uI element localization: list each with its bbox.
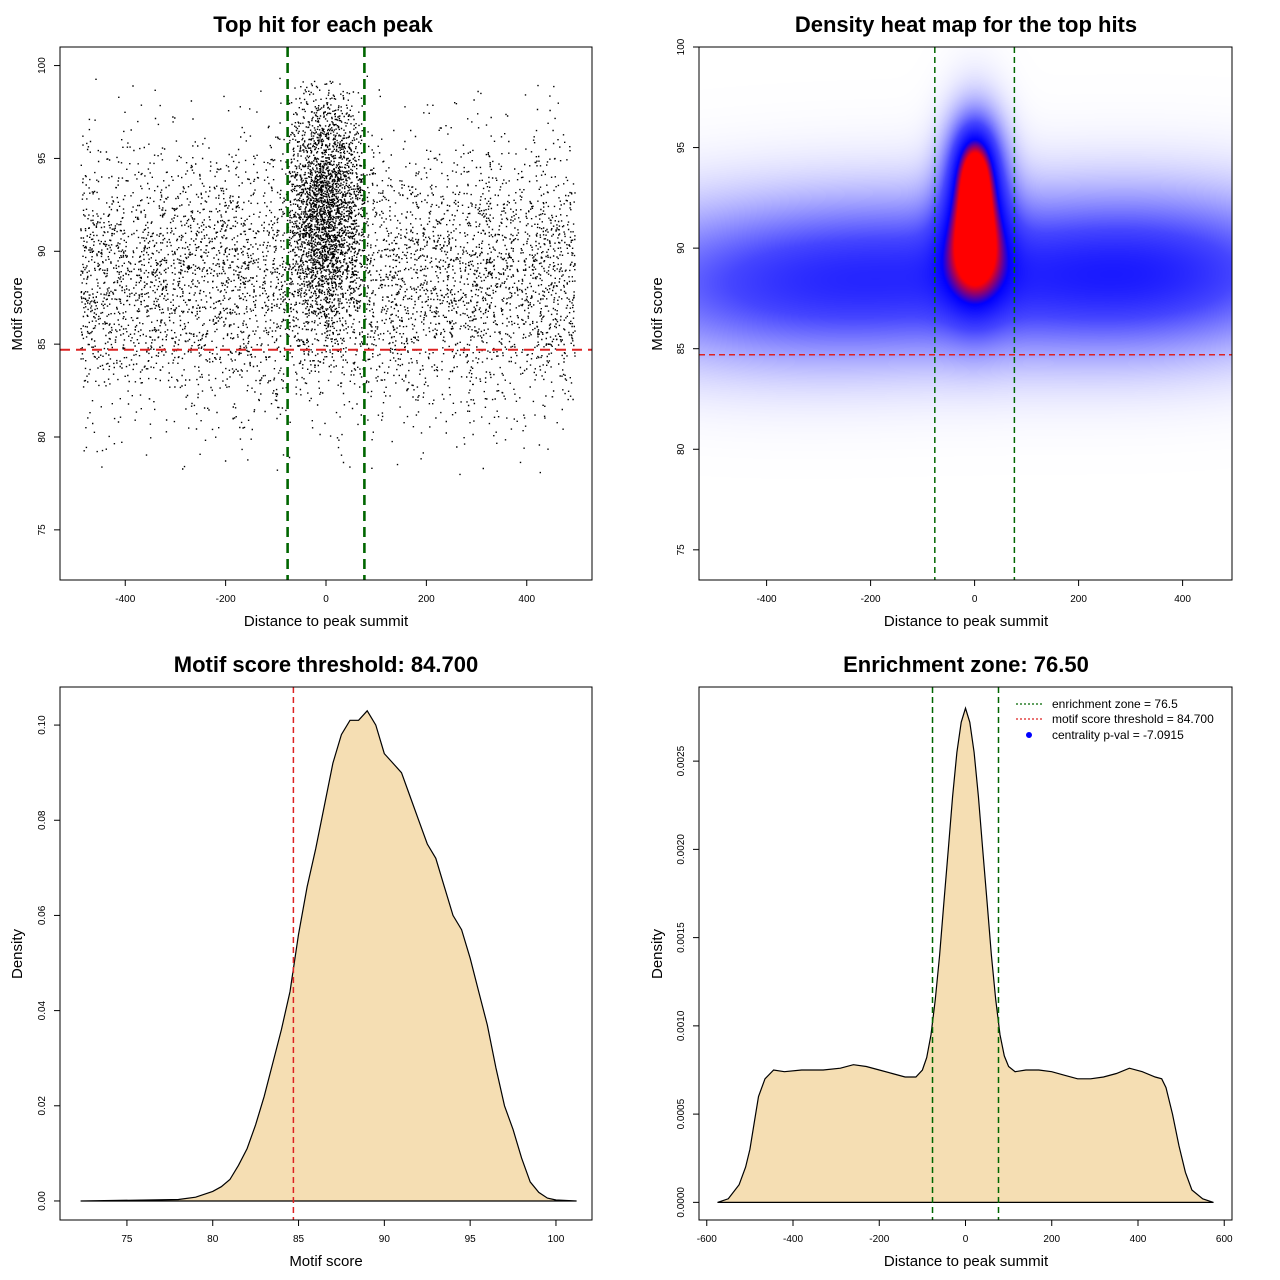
y-tick-label: 95 (37, 152, 48, 164)
density-area (80, 709, 577, 1202)
legend-point (1026, 732, 1032, 738)
y-tick-label: 0.00 (37, 1191, 48, 1211)
heatmap-image (699, 47, 1232, 580)
x-tick-label: 400 (518, 594, 535, 605)
y-axis-label: Motif score (9, 277, 26, 350)
y-axis-label: Density (649, 928, 666, 979)
legend-label: motif score threshold = 84.700 (1052, 712, 1214, 726)
legend-item-centrality: centrality p-val = -7.0915 (1026, 728, 1184, 742)
legend-item-enrichment-zone: enrichment zone = 76.5 (1016, 697, 1178, 711)
y-tick-label: 0.10 (37, 715, 48, 735)
axes: -600 -400 -200 0 200 400 600 0.0000 0.0005 0.0010… (676, 745, 1233, 1245)
x-tick-label: 400 (1174, 594, 1191, 605)
y-tick-label: 85 (676, 343, 687, 355)
scatter-points (80, 75, 576, 476)
y-axis-label: Density (9, 928, 26, 979)
y-tick-label: 0.0020 (676, 834, 687, 865)
y-tick-label: 90 (37, 245, 48, 257)
y-tick-label: 0.06 (37, 905, 48, 925)
x-tick-label: -400 (115, 594, 135, 605)
reference-lines (60, 47, 592, 580)
x-tick-label: 200 (1043, 1234, 1060, 1245)
x-tick-label: -600 (697, 1234, 717, 1245)
y-tick-label: 100 (37, 57, 48, 74)
y-tick-label: 0.02 (37, 1096, 48, 1116)
x-tick-label: 100 (548, 1234, 565, 1245)
reference-lines (699, 47, 1232, 580)
y-tick-label: 100 (676, 38, 687, 55)
density-area (717, 706, 1214, 1203)
x-tick-label: 90 (379, 1234, 391, 1245)
y-tick-label: 80 (676, 443, 687, 455)
x-tick-label: 0 (323, 594, 329, 605)
y-tick-label: 0.0010 (676, 1010, 687, 1041)
x-tick-label: 75 (121, 1234, 133, 1245)
y-tick-label: 90 (676, 242, 687, 254)
plot-frame (59, 46, 593, 581)
heatmap-panel: Density heat map for the top hits -400 -2… (649, 12, 1233, 630)
x-tick-label: 200 (418, 594, 435, 605)
y-tick-label: 75 (37, 524, 48, 536)
x-tick-label: 85 (293, 1234, 305, 1245)
x-tick-label: 80 (207, 1234, 219, 1245)
chart-title: Top hit for each peak (213, 12, 433, 37)
chart-title: Density heat map for the top hits (795, 12, 1137, 37)
y-tick-label: 0.0000 (676, 1187, 687, 1218)
chart-title: Motif score threshold: 84.700 (174, 652, 478, 677)
x-tick-label: -200 (861, 594, 881, 605)
distance-density-panel: Enrichment zone: 76.50 -600 -400 -200 0 200 4… (649, 652, 1233, 1270)
y-tick-label: 0.0025 (676, 745, 687, 776)
x-tick-label: 400 (1130, 1234, 1147, 1245)
legend-label: enrichment zone = 76.5 (1052, 697, 1178, 711)
x-tick-label: 0 (972, 594, 978, 605)
y-tick-label: 0.0005 (676, 1098, 687, 1129)
x-tick-label: 200 (1070, 594, 1087, 605)
x-axis-label: Motif score (289, 1253, 362, 1270)
legend-label: centrality p-val = -7.0915 (1052, 728, 1184, 742)
x-tick-label: -400 (783, 1234, 803, 1245)
x-tick-label: 0 (963, 1234, 969, 1245)
scatter-point-cloud (80, 75, 576, 476)
legend-item-motif-threshold: motif score threshold = 84.700 (1016, 712, 1214, 726)
y-tick-label: 85 (37, 338, 48, 350)
x-tick-label: -200 (869, 1234, 889, 1245)
x-tick-label: 95 (465, 1234, 477, 1245)
scatter-panel: Top hit for each peak -400 -200 0 200 400 75 8… (9, 12, 593, 630)
y-tick-label: 0.04 (37, 1000, 48, 1020)
score-density-panel: Motif score threshold: 84.700 75 80 85 90 95… (9, 652, 593, 1270)
x-axis-label: Distance to peak summit (884, 1253, 1049, 1270)
axes: -400 -200 0 200 400 75 80 85 90 95 100 (676, 38, 1191, 605)
axes: 75 80 85 90 95 100 0.00 0.02 0.04 0.06 0.08 0.10 (37, 715, 565, 1245)
y-tick-label: 80 (37, 431, 48, 443)
chart-title: Enrichment zone: 76.50 (843, 652, 1089, 677)
x-tick-label: 600 (1216, 1234, 1233, 1245)
reference-lines (931, 687, 1000, 1220)
x-axis-label: Distance to peak summit (884, 613, 1049, 630)
y-tick-label: 95 (676, 142, 687, 154)
legend: enrichment zone = 76.5 motif score thres… (1016, 697, 1214, 742)
x-tick-label: -400 (757, 594, 777, 605)
axes: -400 -200 0 200 400 75 80 85 90 95 100 (37, 57, 536, 605)
y-tick-label: 0.08 (37, 810, 48, 830)
y-tick-label: 0.0015 (676, 922, 687, 953)
x-tick-label: -200 (216, 594, 236, 605)
y-tick-label: 75 (676, 544, 687, 556)
y-axis-label: Motif score (649, 277, 666, 350)
x-axis-label: Distance to peak summit (244, 613, 409, 630)
